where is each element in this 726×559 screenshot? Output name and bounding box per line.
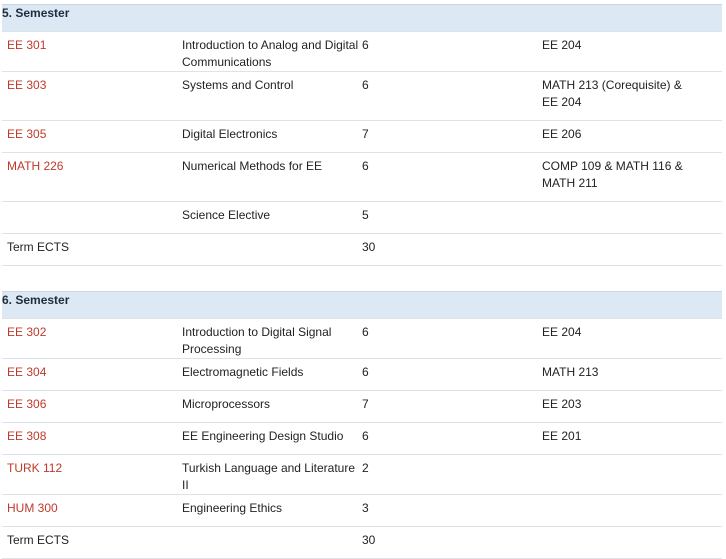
- course-prerequisite: MATH 213 (Corequisite) & EE 204: [542, 71, 722, 121]
- course-code-link[interactable]: EE 305: [7, 127, 47, 141]
- course-code-link[interactable]: EE 308: [7, 429, 47, 443]
- course-ects: 2: [362, 454, 542, 495]
- course-prerequisite: EE 204: [542, 31, 722, 72]
- course-prerequisite: MATH 213: [542, 358, 722, 391]
- course-name: EE Engineering Design Studio: [182, 422, 362, 455]
- table-row: MATH 226 Numerical Methods for EE 6 COMP…: [2, 152, 722, 202]
- course-prerequisite: EE 201: [542, 422, 722, 455]
- curriculum: 5. Semester EE 301 Introduction to Analo…: [2, 4, 722, 559]
- course-ects: 5: [362, 201, 542, 234]
- course-ects: 6: [362, 422, 542, 455]
- course-ects: 3: [362, 494, 542, 527]
- term-total-row: Term ECTS 30: [2, 233, 722, 266]
- semester-header: 6. Semester: [2, 291, 722, 319]
- course-code-link[interactable]: HUM 300: [7, 501, 58, 515]
- table-row: EE 303 Systems and Control 6 MATH 213 (C…: [2, 71, 722, 121]
- table-row: EE 304 Electromagnetic Fields 6 MATH 213: [2, 358, 722, 391]
- table-row: EE 305 Digital Electronics 7 EE 206: [2, 120, 722, 153]
- course-ects: 7: [362, 120, 542, 153]
- semester-spacer: [2, 266, 722, 291]
- table-row: HUM 300 Engineering Ethics 3: [2, 494, 722, 527]
- course-code-link[interactable]: MATH 226: [7, 159, 64, 173]
- table-row: EE 301 Introduction to Analog and Digita…: [2, 31, 722, 72]
- semester-table-5: 5. Semester EE 301 Introduction to Analo…: [2, 4, 722, 266]
- course-code-link[interactable]: EE 304: [7, 365, 47, 379]
- table-row: EE 302 Introduction to Digital Signal Pr…: [2, 318, 722, 359]
- course-name: Engineering Ethics: [182, 494, 362, 527]
- semester-title: 5. Semester: [2, 4, 722, 32]
- term-total-value: 30: [362, 526, 542, 559]
- table-row: EE 306 Microprocessors 7 EE 203: [2, 390, 722, 423]
- table-row: TURK 112 Turkish Language and Literature…: [2, 454, 722, 495]
- course-name: Science Elective: [182, 201, 362, 234]
- course-ects: 6: [362, 71, 542, 121]
- course-ects: 6: [362, 152, 542, 202]
- semester-title: 6. Semester: [2, 291, 722, 319]
- course-name: Turkish Language and Literature II: [182, 454, 362, 495]
- course-ects: 6: [362, 31, 542, 72]
- semester-header: 5. Semester: [2, 4, 722, 32]
- course-name: Introduction to Digital Signal Processin…: [182, 318, 362, 359]
- course-code-empty: [2, 201, 182, 234]
- semester-table-6: 6. Semester EE 302 Introduction to Digit…: [2, 291, 722, 559]
- course-name: Digital Electronics: [182, 120, 362, 153]
- course-prerequisite: [542, 454, 722, 495]
- course-prerequisite: EE 204: [542, 318, 722, 359]
- term-total-label: Term ECTS: [2, 233, 362, 266]
- term-total-row: Term ECTS 30: [2, 526, 722, 559]
- course-name: Introduction to Analog and Digital Commu…: [182, 31, 362, 72]
- course-ects: 7: [362, 390, 542, 423]
- course-name: Microprocessors: [182, 390, 362, 423]
- course-ects: 6: [362, 318, 542, 359]
- course-prerequisite: [542, 494, 722, 527]
- course-code-link[interactable]: TURK 112: [7, 461, 63, 475]
- term-total-value: 30: [362, 233, 542, 266]
- course-prerequisite: COMP 109 & MATH 116 & MATH 211: [542, 152, 722, 202]
- table-row: EE 308 EE Engineering Design Studio 6 EE…: [2, 422, 722, 455]
- course-name: Electromagnetic Fields: [182, 358, 362, 391]
- course-name: Numerical Methods for EE: [182, 152, 362, 202]
- table-row: Science Elective 5: [2, 201, 722, 234]
- course-ects: 6: [362, 358, 542, 391]
- course-code-link[interactable]: EE 301: [7, 38, 47, 52]
- course-code-link[interactable]: EE 303: [7, 78, 47, 92]
- term-total-label: Term ECTS: [2, 526, 362, 559]
- course-prerequisite: [542, 201, 722, 234]
- course-code-link[interactable]: EE 306: [7, 397, 47, 411]
- course-prerequisite: EE 203: [542, 390, 722, 423]
- course-name: Systems and Control: [182, 71, 362, 121]
- course-prerequisite: EE 206: [542, 120, 722, 153]
- course-code-link[interactable]: EE 302: [7, 325, 47, 339]
